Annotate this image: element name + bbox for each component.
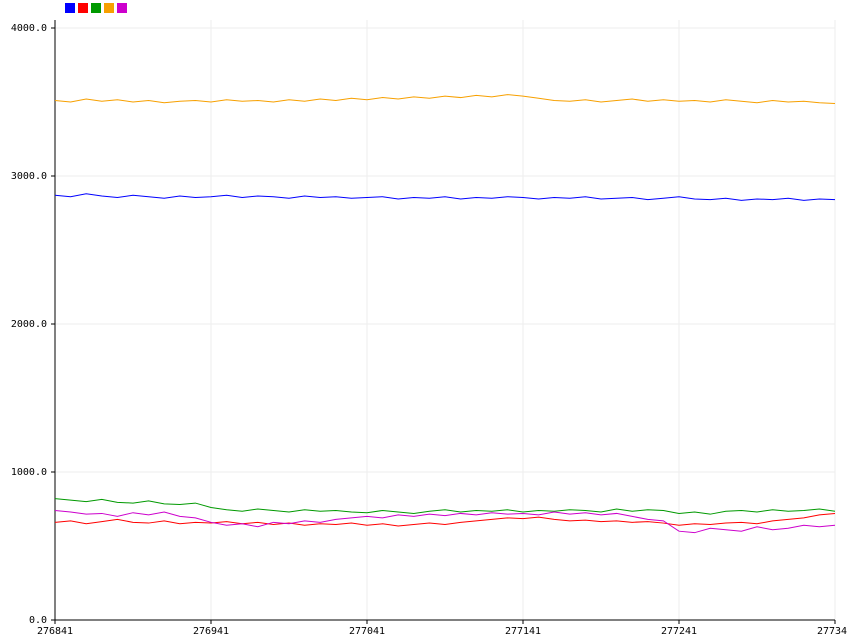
series-line (54, 94, 836, 104)
y-tick-label: 1000.0 (11, 467, 47, 478)
y-tick-label: 4000.0 (11, 23, 47, 34)
legend-swatch (117, 3, 127, 13)
x-tick-label: 276841 (37, 626, 73, 637)
x-tick-label: 277341 (817, 626, 847, 637)
y-tick-label: 0.0 (29, 615, 47, 626)
y-tick-label: 3000.0 (11, 171, 47, 182)
series-line (54, 193, 836, 201)
series-line (54, 512, 836, 527)
series-line (54, 509, 836, 534)
legend-swatch (65, 3, 75, 13)
legend-swatch (91, 3, 101, 13)
x-tick-label: 277041 (349, 626, 385, 637)
legend-swatch (78, 3, 88, 13)
series-line (54, 498, 836, 515)
x-tick-label: 277141 (505, 626, 541, 637)
x-tick-label: 277241 (661, 626, 697, 637)
y-tick-label: 2000.0 (11, 319, 47, 330)
x-tick-label: 276941 (193, 626, 229, 637)
legend-swatch (104, 3, 114, 13)
